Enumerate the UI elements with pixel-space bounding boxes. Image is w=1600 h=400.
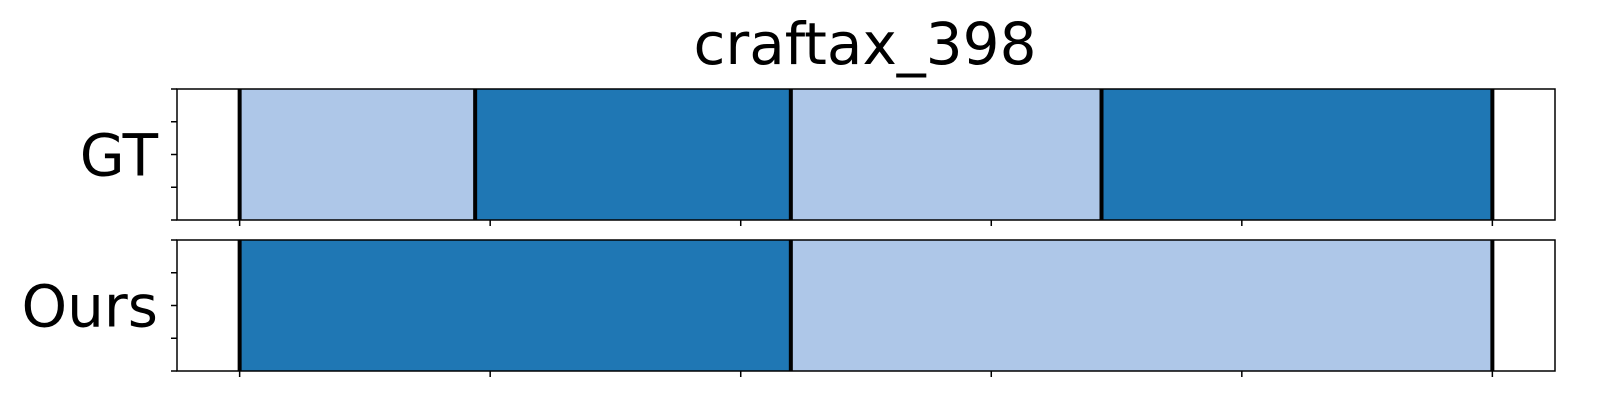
row-label-ours: Ours [22, 273, 158, 341]
segment-gt-0 [239, 89, 476, 220]
row-label-gt: GT [80, 122, 159, 190]
segment-ours-0 [239, 240, 791, 371]
row-ours: Ours [22, 239, 1556, 377]
chart-title: craftax_398 [694, 10, 1037, 78]
segment-ours-1 [790, 240, 1493, 371]
segment-gt-2 [790, 89, 1102, 220]
rows-group: GT Ours [22, 88, 1556, 377]
segment-gt-1 [475, 89, 791, 220]
row-gt: GT [80, 88, 1556, 226]
segment-gt-3 [1101, 89, 1493, 220]
